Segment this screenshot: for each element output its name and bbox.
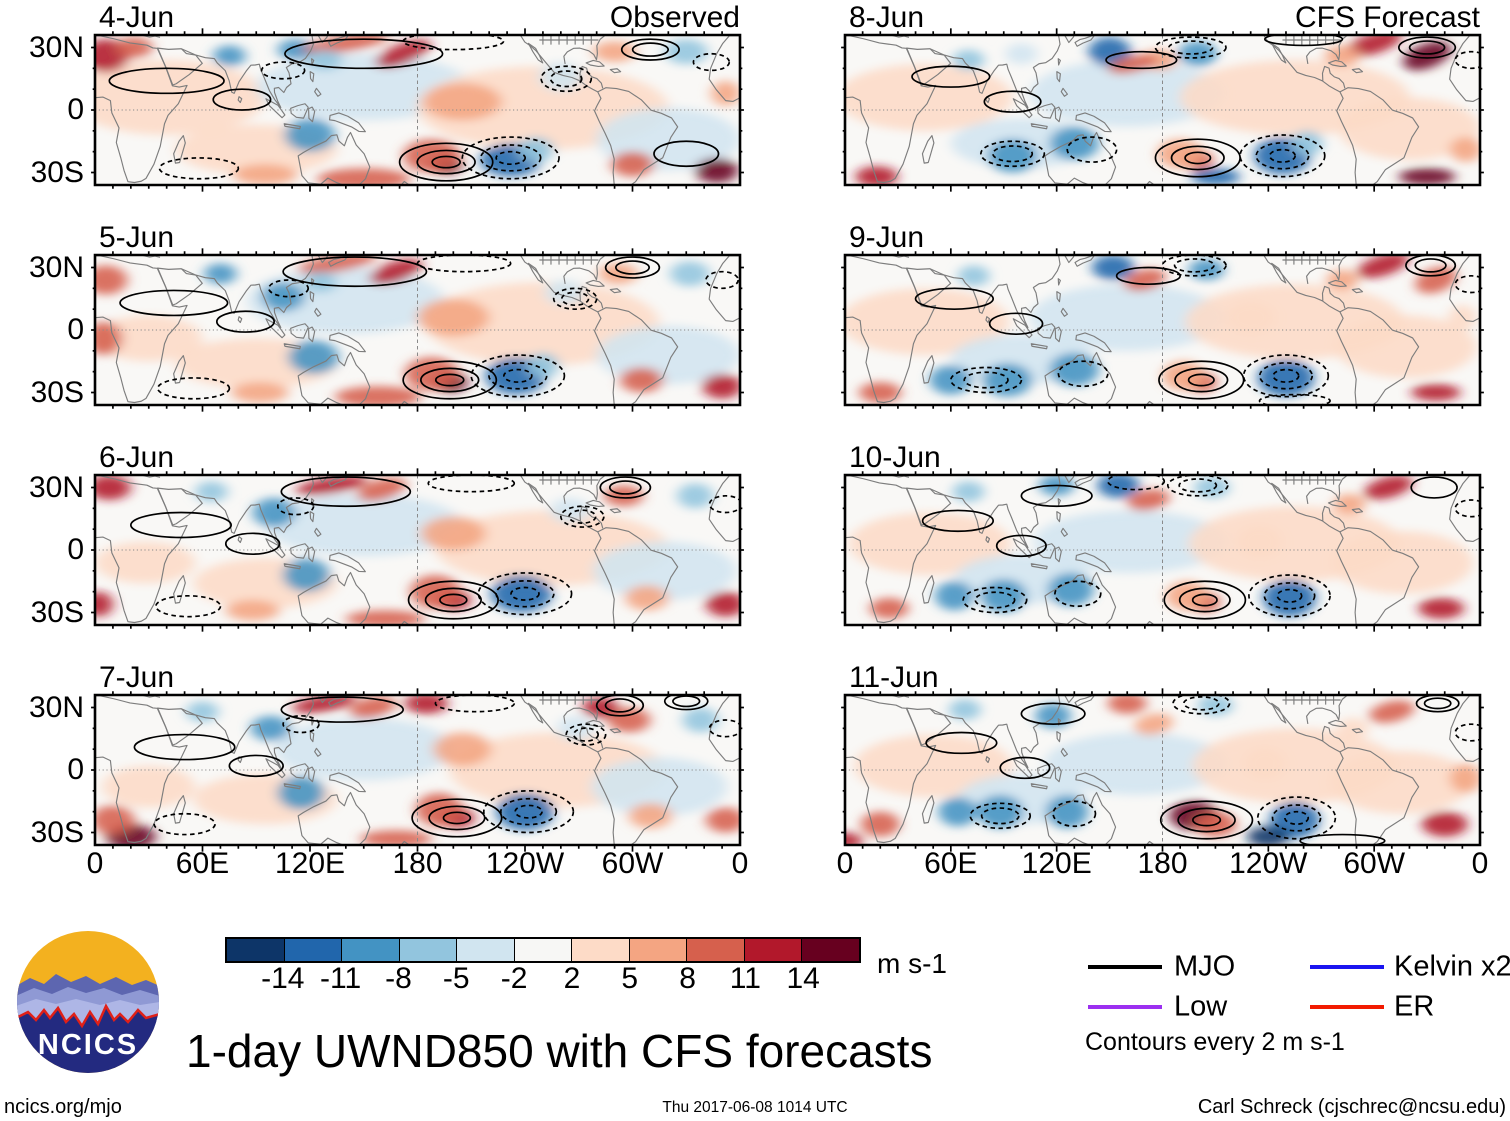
colorbar-unit-label: m s-1 <box>877 948 947 979</box>
lon-tick-label: 120E <box>1021 847 1092 880</box>
colorbar-tick-label: -5 <box>442 962 470 995</box>
lon-tick-label: 120E <box>274 847 346 880</box>
lon-tick-label: 60E <box>175 847 230 880</box>
legend-note: Contours every 2 m s-1 <box>1085 1028 1345 1056</box>
colorbar-segment <box>456 939 514 961</box>
map-canvas <box>845 695 1480 845</box>
ncics-logo-text: NCICS <box>38 1029 138 1061</box>
lon-tick-label: 0 <box>86 847 104 880</box>
lat-tick-label: 30S <box>30 375 84 409</box>
map-canvas <box>95 475 740 625</box>
map-panel: 10-Jun <box>845 441 1480 625</box>
lon-tick-label: 0 <box>1471 847 1489 880</box>
panel-source-label: CFS Forecast <box>1294 1 1480 34</box>
map-panel: 6-Jun <box>95 441 740 625</box>
lat-tick-label: 30N <box>28 470 84 504</box>
map-panel: 5-Jun <box>95 221 740 405</box>
panel-source-label: Observed <box>609 1 740 34</box>
map-panel: 4-Jun Observed <box>95 1 740 185</box>
ncics-logo: NCICS <box>17 931 159 1073</box>
colorbar-tick-label: 5 <box>621 962 639 995</box>
legend-item-label: Low <box>1174 990 1228 1023</box>
map-panel: 9-Jun <box>845 221 1480 405</box>
lat-tick-label: 0 <box>67 533 84 566</box>
colorbar-tick-label: 2 <box>563 962 581 995</box>
lat-tick-label: 0 <box>67 93 84 126</box>
lon-tick-label: 180 <box>392 847 443 880</box>
colorbar-tick-label: -11 <box>320 962 362 995</box>
panel-date-label: 8-Jun <box>849 1 925 34</box>
legend-item-label: Kelvin x2 <box>1394 950 1510 983</box>
colorbar <box>225 937 861 963</box>
lon-tick-label: 0 <box>731 847 749 880</box>
colorbar-segment <box>513 939 572 961</box>
colorbar-tick-label: -14 <box>261 962 305 995</box>
map-canvas <box>845 475 1480 625</box>
legend-line-low <box>1088 1005 1162 1009</box>
legend-line-mjo <box>1088 965 1162 969</box>
lat-tick-label: 30S <box>30 155 84 189</box>
map-canvas <box>95 255 740 405</box>
lat-tick-label: 30S <box>30 815 84 849</box>
colorbar-segment <box>801 939 860 961</box>
panel-date-label: 6-Jun <box>99 441 175 474</box>
colorbar-segment <box>686 939 744 961</box>
colorbar-tick-label: -2 <box>500 962 528 995</box>
footer-url: ncics.org/mjo <box>4 1096 122 1118</box>
map-canvas <box>95 695 740 845</box>
map-canvas <box>845 35 1480 185</box>
colorbar-segment <box>743 939 802 961</box>
colorbar-tick-label: -8 <box>385 962 412 995</box>
lat-tick-label: 30N <box>28 30 84 64</box>
colorbar-segment <box>571 939 629 961</box>
lon-tick-label: 60W <box>601 847 664 880</box>
lon-tick-label: 180 <box>1137 847 1188 880</box>
lat-tick-label: 0 <box>67 753 84 786</box>
panel-date-label: 7-Jun <box>99 661 175 694</box>
map-canvas <box>95 35 740 185</box>
lon-tick-label: 0 <box>836 847 854 880</box>
footer-timestamp: Thu 2017-06-08 1014 UTC <box>662 1099 848 1116</box>
colorbar-segment <box>283 939 342 961</box>
panel-date-label: 9-Jun <box>849 221 925 254</box>
lon-tick-label: 60E <box>924 847 978 880</box>
footer-credit: Carl Schreck (cjschrec@ncsu.edu) <box>1197 1096 1506 1118</box>
legend-item-label: MJO <box>1174 950 1236 983</box>
colorbar-tick-label: 14 <box>786 962 820 995</box>
lat-tick-label: 30N <box>28 690 84 724</box>
legend-line-kelvin <box>1310 965 1384 969</box>
panel-date-label: 10-Jun <box>849 441 941 474</box>
lat-tick-label: 30N <box>28 250 84 284</box>
panel-date-label: 4-Jun <box>99 1 175 34</box>
legend-line-er <box>1310 1005 1384 1009</box>
colorbar-segment <box>628 939 687 961</box>
lon-tick-label: 60W <box>1343 847 1406 880</box>
legend-item-label: ER <box>1394 990 1435 1023</box>
colorbar-segment <box>398 939 457 961</box>
figure-title: 1-day UWND850 with CFS forecasts <box>186 1025 933 1077</box>
lat-tick-label: 0 <box>67 313 84 346</box>
colorbar-labels: -14 -11 -8 -5 -2 2 5 8 11 14 <box>225 962 861 998</box>
map-panel: 8-Jun CFS Forecast <box>845 1 1480 185</box>
lon-tick-label: 120W <box>485 847 565 880</box>
colorbar-segment <box>227 939 284 961</box>
map-panel: 11-Jun <box>845 661 1480 845</box>
colorbar-tick-label: 8 <box>679 962 696 995</box>
colorbar-segment <box>341 939 399 961</box>
lat-tick-label: 30S <box>30 595 84 629</box>
panel-date-label: 5-Jun <box>99 221 175 254</box>
colorbar-tick-label: 11 <box>729 962 761 995</box>
map-canvas <box>845 255 1480 405</box>
panel-date-label: 11-Jun <box>849 661 939 694</box>
lon-tick-label: 120W <box>1229 847 1308 880</box>
map-panel: 7-Jun <box>95 661 740 845</box>
